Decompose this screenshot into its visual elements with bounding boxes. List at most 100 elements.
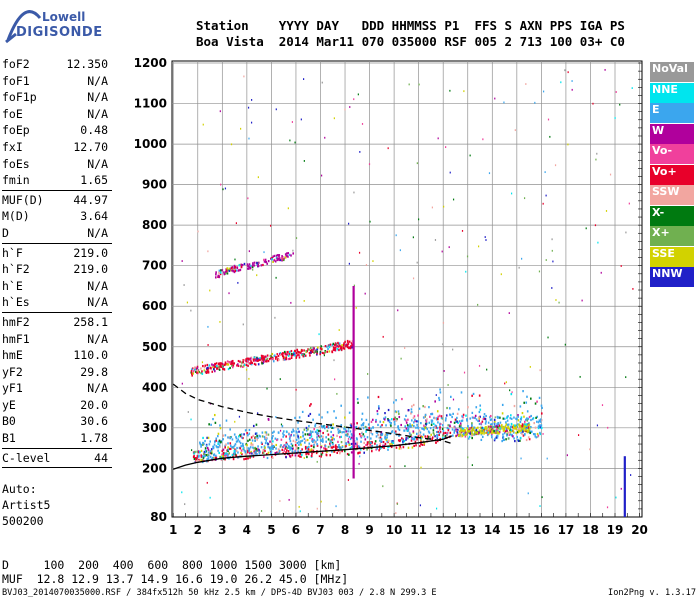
- echo-point: [196, 455, 199, 458]
- param-name: yF1: [2, 381, 23, 396]
- echo-point: [193, 452, 195, 455]
- echo-point: [280, 444, 282, 447]
- echo-point: [217, 446, 220, 449]
- echo-point: [244, 453, 247, 456]
- echo-point: [420, 437, 423, 440]
- echo-point: [510, 429, 513, 432]
- echo-point: [266, 354, 269, 357]
- legend-item-vo: Vo+: [650, 164, 694, 185]
- echo-point: [436, 435, 439, 438]
- echo-point: [442, 434, 444, 437]
- echo-point: [199, 451, 201, 454]
- noise-point: [555, 299, 557, 301]
- echo-point: [439, 388, 441, 391]
- echo-point: [386, 436, 388, 439]
- echo-point: [356, 443, 358, 446]
- echo-point: [519, 429, 522, 432]
- echo-point: [382, 440, 385, 444]
- echo-point: [489, 429, 492, 432]
- echo-point: [304, 433, 307, 436]
- echo-point: [226, 453, 229, 456]
- echo-point: [263, 445, 266, 448]
- echo-point: [271, 431, 274, 434]
- echo-point: [323, 447, 325, 450]
- echo-point: [477, 432, 480, 436]
- echo-point: [206, 436, 208, 439]
- echo-point: [391, 430, 394, 433]
- echo-point: [430, 419, 433, 422]
- echo-point: [416, 426, 419, 429]
- echo-point: [215, 439, 217, 442]
- echo-point: [265, 453, 268, 456]
- x-tick-label: 13: [459, 523, 476, 535]
- echo-point: [255, 447, 258, 451]
- echo-point: [316, 353, 318, 356]
- echo-point: [205, 371, 208, 374]
- y-tick-label: 1100: [134, 97, 167, 111]
- param-row: foE N/A: [2, 106, 112, 123]
- echo-point: [339, 451, 341, 454]
- echo-point: [391, 441, 393, 444]
- echo-point: [230, 360, 233, 363]
- echo-point: [504, 430, 507, 433]
- echo-point: [469, 417, 472, 420]
- echo-point: [276, 359, 279, 362]
- echo-point: [489, 416, 491, 419]
- echo-point: [407, 437, 409, 440]
- noise-point: [503, 101, 505, 104]
- echo-point: [255, 450, 257, 453]
- echo-point: [484, 422, 487, 425]
- echo-point: [376, 412, 379, 416]
- noise-point: [558, 301, 560, 304]
- echo-point: [405, 419, 407, 422]
- echo-point: [407, 429, 410, 432]
- noise-point: [359, 455, 361, 458]
- echo-point: [219, 445, 221, 448]
- echo-point: [207, 457, 210, 460]
- echo-point: [266, 357, 269, 360]
- echo-point: [522, 390, 524, 393]
- echo-point: [345, 445, 347, 448]
- param-row: foF1 N/A: [2, 73, 112, 90]
- echo-point: [285, 357, 288, 361]
- echo-point: [271, 352, 274, 356]
- echo-point: [385, 432, 388, 436]
- echo-point: [383, 418, 386, 421]
- noise-point: [333, 359, 335, 362]
- echo-point: [359, 448, 362, 451]
- echo-point: [288, 253, 291, 256]
- echo-point: [296, 349, 299, 352]
- x-tick-label: 14: [484, 523, 501, 535]
- echo-point: [223, 368, 225, 371]
- noise-point: [542, 433, 544, 435]
- echo-point: [233, 444, 236, 447]
- echo-point: [398, 447, 401, 450]
- echo-point: [471, 436, 473, 440]
- echo-point: [247, 264, 249, 267]
- echo-point: [348, 435, 351, 439]
- echo-point: [407, 446, 410, 449]
- echo-point: [285, 451, 287, 454]
- echo-point: [287, 357, 290, 361]
- echo-point: [526, 431, 529, 434]
- echo-point: [351, 445, 353, 449]
- echo-point: [362, 422, 365, 425]
- echo-point: [347, 346, 349, 349]
- echo-point: [310, 448, 313, 451]
- echo-point: [523, 423, 526, 426]
- echo-point: [305, 429, 308, 432]
- echo-point: [254, 446, 256, 450]
- echo-point: [390, 421, 392, 425]
- echo-point: [325, 436, 327, 439]
- echo-point: [203, 369, 206, 372]
- echo-point: [287, 255, 289, 258]
- echo-point: [469, 427, 471, 430]
- echo-point: [451, 428, 454, 431]
- echo-point: [282, 358, 285, 362]
- noise-point: [631, 87, 633, 89]
- echo-point: [316, 429, 319, 432]
- param-row: hmF2 258.1: [2, 314, 112, 331]
- echo-point: [297, 427, 299, 430]
- echo-point: [416, 423, 418, 426]
- echo-point: [507, 431, 510, 434]
